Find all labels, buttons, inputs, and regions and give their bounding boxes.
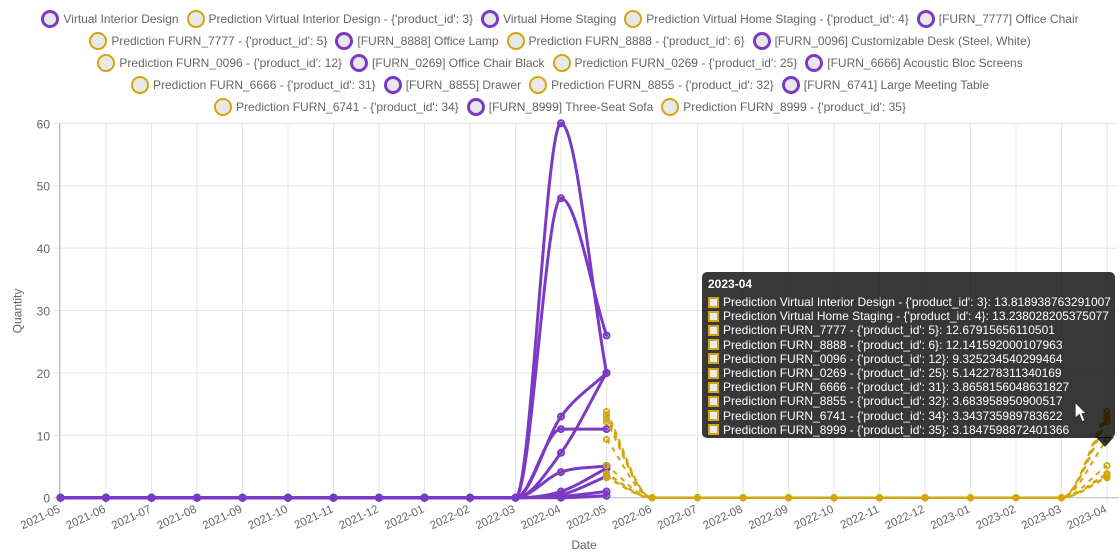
svg-text:2021-10: 2021-10	[246, 504, 289, 533]
svg-text:2021-06: 2021-06	[64, 504, 107, 533]
svg-text:2021-12: 2021-12	[337, 504, 380, 533]
svg-text:2023-01: 2023-01	[929, 504, 972, 533]
svg-text:2022-10: 2022-10	[792, 504, 835, 533]
svg-text:2021-05: 2021-05	[19, 504, 62, 533]
svg-text:2022-01: 2022-01	[383, 504, 426, 533]
svg-text:2022-12: 2022-12	[883, 504, 926, 533]
svg-text:2022-11: 2022-11	[839, 504, 882, 532]
svg-text:2022-08: 2022-08	[701, 504, 744, 533]
svg-text:10: 10	[37, 429, 51, 443]
svg-text:20: 20	[37, 367, 51, 381]
svg-text:2023-02: 2023-02	[974, 504, 1017, 533]
svg-text:40: 40	[37, 242, 51, 256]
svg-text:2022-09: 2022-09	[747, 504, 790, 533]
svg-text:Quantity: Quantity	[11, 289, 25, 334]
svg-text:2022-06: 2022-06	[610, 504, 653, 533]
svg-text:60: 60	[37, 117, 51, 131]
svg-text:2022-04: 2022-04	[519, 503, 563, 532]
svg-text:2022-02: 2022-02	[428, 504, 471, 533]
svg-text:50: 50	[37, 180, 51, 194]
svg-text:2022-07: 2022-07	[656, 504, 699, 533]
svg-text:2021-09: 2021-09	[201, 504, 244, 533]
svg-text:2022-05: 2022-05	[565, 504, 608, 533]
svg-text:2021-08: 2021-08	[155, 504, 198, 533]
svg-text:2023-03: 2023-03	[1020, 504, 1063, 533]
svg-text:2022-03: 2022-03	[474, 504, 517, 533]
svg-text:30: 30	[37, 305, 51, 319]
svg-text:2021-11: 2021-11	[293, 504, 336, 532]
svg-text:2021-07: 2021-07	[110, 504, 153, 533]
svg-text:Date: Date	[571, 538, 597, 552]
svg-text:0: 0	[43, 492, 50, 506]
svg-text:2023-04: 2023-04	[1065, 503, 1109, 532]
